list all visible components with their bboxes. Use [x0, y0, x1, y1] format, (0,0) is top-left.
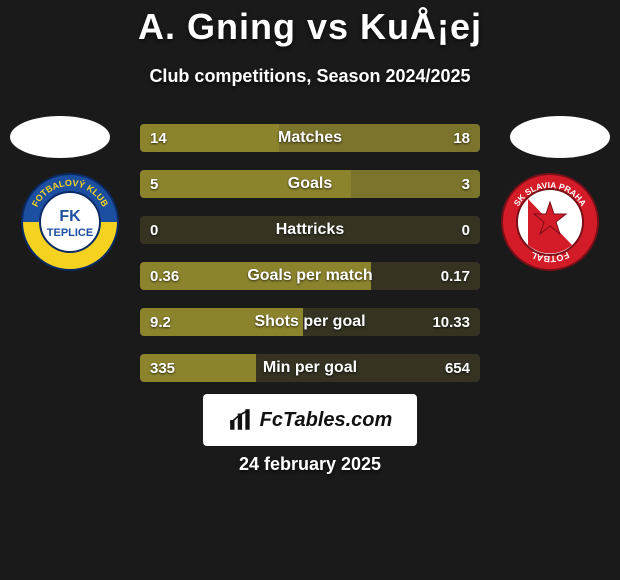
branding-badge[interactable]: FcTables.com [203, 394, 417, 446]
stat-row: 5Goals3 [140, 170, 480, 198]
club-logo-left: FK TEPLICE FOTBALOVÝ KLUB [20, 172, 120, 272]
stat-label: Goals [140, 170, 480, 198]
stat-value-right: 0 [462, 216, 470, 244]
stat-label: Min per goal [140, 354, 480, 382]
page-title: A. Gning vs KuÅ¡ej [0, 0, 620, 48]
stat-row: 0Hattricks0 [140, 216, 480, 244]
teplice-badge-icon: FK TEPLICE FOTBALOVÝ KLUB [20, 172, 120, 272]
stat-label: Matches [140, 124, 480, 152]
stat-row: 0.36Goals per match0.17 [140, 262, 480, 290]
svg-text:TEPLICE: TEPLICE [47, 227, 93, 239]
stat-label: Goals per match [140, 262, 480, 290]
bar-chart-icon [228, 407, 254, 433]
stat-row: 14Matches18 [140, 124, 480, 152]
branding-label: FcTables.com [260, 409, 393, 432]
stat-row: 335Min per goal654 [140, 354, 480, 382]
page-subtitle: Club competitions, Season 2024/2025 [0, 66, 620, 87]
page-date: 24 february 2025 [0, 454, 620, 475]
player-avatar-right [510, 116, 610, 158]
content-root: A. Gning vs KuÅ¡ej Club competitions, Se… [0, 0, 620, 580]
player-avatar-left [10, 116, 110, 158]
stat-value-right: 3 [462, 170, 470, 198]
stat-value-right: 0.17 [441, 262, 470, 290]
stat-label: Hattricks [140, 216, 480, 244]
stat-value-right: 654 [445, 354, 470, 382]
stat-label: Shots per goal [140, 308, 480, 336]
club-logo-right: SK SLAVIA PRAHA FOTBAL [500, 172, 600, 272]
stat-row: 9.2Shots per goal10.33 [140, 308, 480, 336]
stats-container: 14Matches18 5Goals3 0Hattricks0 0.36Goals p… [140, 124, 480, 400]
slavia-badge-icon: SK SLAVIA PRAHA FOTBAL [500, 172, 600, 272]
svg-text:FK: FK [59, 208, 81, 225]
stat-value-right: 10.33 [432, 308, 470, 336]
stat-value-right: 18 [453, 124, 470, 152]
